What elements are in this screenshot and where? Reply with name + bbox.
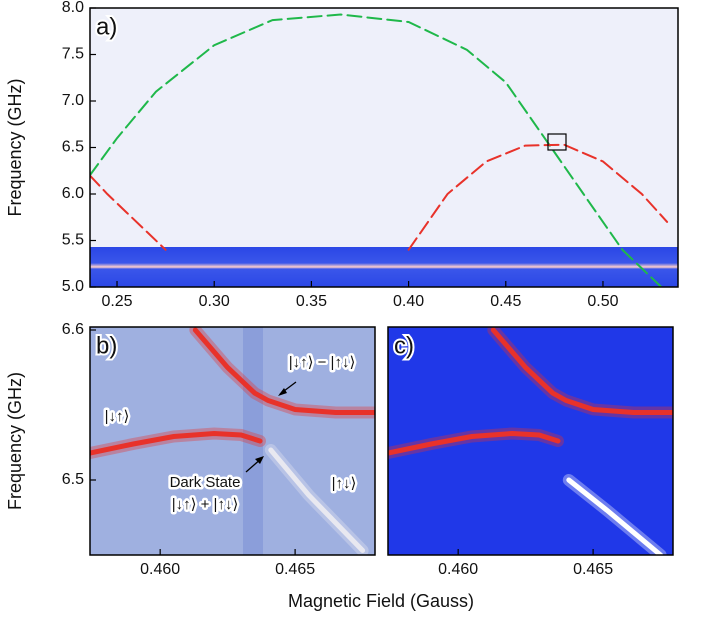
y-tick-label: 7.0 <box>62 92 84 109</box>
y-tick-label: 8.0 <box>62 0 84 16</box>
line <box>566 477 664 555</box>
line <box>90 174 167 251</box>
panel-label: a) <box>96 13 117 40</box>
line <box>407 143 669 251</box>
arrow-head <box>255 456 264 464</box>
line <box>90 430 263 456</box>
plot-area <box>90 327 375 555</box>
y-tick-label: 6.5 <box>62 139 84 156</box>
annotation: |↓↑⟩ − |↑↓⟩ <box>289 354 356 371</box>
x-tick-label: 0.25 <box>101 293 132 310</box>
y-tick-label: 6.6 <box>62 321 84 338</box>
line <box>490 327 673 415</box>
line <box>388 430 561 456</box>
y-tick-label: 5.5 <box>62 232 84 249</box>
x-axis-label: Magnetic Field (Gauss) <box>288 591 474 611</box>
annotation: Dark State <box>170 474 241 491</box>
panel-label: b) <box>96 332 117 359</box>
x-tick-label: 0.460 <box>438 561 478 578</box>
x-tick-label: 0.465 <box>275 561 315 578</box>
x-tick-label: 0.30 <box>199 293 230 310</box>
x-tick-label: 0.50 <box>587 293 618 310</box>
x-tick-label: 0.35 <box>296 293 327 310</box>
x-tick-label: 0.460 <box>140 561 180 578</box>
panel-a-strip <box>90 247 678 287</box>
y-tick-label: 6.0 <box>62 185 84 202</box>
line <box>621 248 663 287</box>
panel-c-frame <box>387 326 674 556</box>
y-tick-label: 7.5 <box>62 46 84 63</box>
annotation: |↓↑⟩ + |↑↓⟩ <box>172 496 239 513</box>
zoom-box <box>547 133 567 151</box>
y-tick-label: 5.0 <box>62 278 84 295</box>
panel-a-background <box>90 8 678 287</box>
x-tick-label: 0.465 <box>573 561 613 578</box>
line <box>192 327 375 415</box>
y-tick-label: 6.5 <box>62 471 84 488</box>
annotation: |↑↓⟩ <box>332 475 357 492</box>
plot-area <box>90 13 669 287</box>
annotation: |↓↑⟩ <box>105 408 130 425</box>
arrow-head <box>278 388 287 396</box>
x-tick-label: 0.45 <box>490 293 521 310</box>
panel-label: c) <box>394 332 414 359</box>
x-tick-label: 0.40 <box>393 293 424 310</box>
line <box>268 447 366 553</box>
line <box>90 13 624 251</box>
y-axis-label: Frequency (GHz) <box>5 372 25 510</box>
plot-area <box>388 327 673 555</box>
panel-b-frame <box>89 326 376 556</box>
y-axis-label: Frequency (GHz) <box>5 78 25 216</box>
